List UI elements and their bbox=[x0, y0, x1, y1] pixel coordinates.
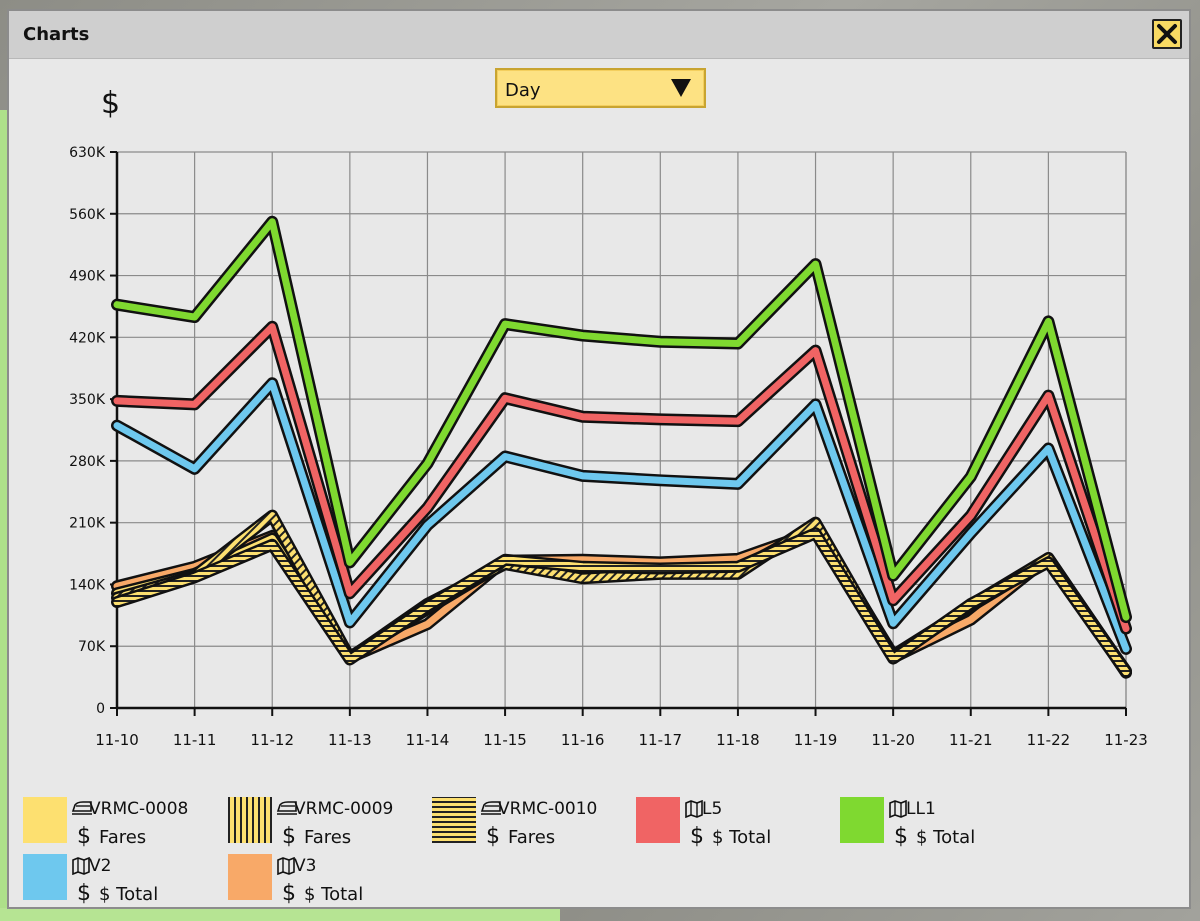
x-tick-label: 11-18 bbox=[716, 731, 760, 749]
legend-series-name: LL1 bbox=[906, 799, 936, 819]
dollar-icon: $ bbox=[486, 824, 500, 849]
train-icon bbox=[480, 801, 501, 815]
map-icon bbox=[685, 799, 703, 819]
x-tick-label: 11-20 bbox=[871, 731, 915, 749]
legend-swatch bbox=[432, 797, 476, 843]
legend-series-name: VRMC-0009 bbox=[294, 799, 394, 819]
legend-swatch bbox=[636, 797, 680, 843]
close-icon bbox=[1157, 24, 1177, 44]
close-button[interactable] bbox=[1152, 19, 1182, 49]
legend-metric-label: Fares bbox=[304, 827, 352, 848]
map-icon bbox=[277, 856, 295, 876]
y-tick-label: 70K bbox=[78, 639, 106, 655]
x-tick-label: 11-19 bbox=[794, 731, 838, 749]
legend-metric: $ $ Total bbox=[690, 824, 771, 849]
legend-metric-label: $ Total bbox=[712, 827, 772, 848]
period-dropdown-value: Day bbox=[505, 80, 541, 101]
legend-series-name: V2 bbox=[89, 856, 112, 876]
x-tick-label: 11-10 bbox=[95, 731, 139, 749]
legend-metric-label: $ Total bbox=[304, 884, 364, 905]
legend-metric-label: Fares bbox=[508, 827, 556, 848]
series-line bbox=[111, 320, 1132, 635]
map-icon bbox=[72, 856, 90, 876]
legend-item[interactable]: VRMC-0009 $ Fares bbox=[228, 797, 428, 853]
legend-metric: $ $ Total bbox=[77, 881, 158, 906]
legend-swatch bbox=[228, 797, 272, 843]
series-line bbox=[111, 377, 1132, 655]
y-tick-label: 630K bbox=[69, 145, 106, 161]
legend-metric-label: $ Total bbox=[99, 884, 159, 905]
legend-item[interactable]: LL1 $ $ Total bbox=[840, 797, 1040, 853]
legend-swatch bbox=[228, 854, 272, 900]
x-tick-label: 11-22 bbox=[1027, 731, 1071, 749]
map-icon bbox=[276, 856, 296, 879]
legend-series-name: V3 bbox=[294, 856, 317, 876]
y-tick-label: 490K bbox=[69, 269, 106, 285]
legend-series-name: L5 bbox=[702, 799, 723, 819]
legend-metric: $ $ Total bbox=[894, 824, 975, 849]
series-line bbox=[111, 527, 1132, 678]
y-tick-label: 140K bbox=[69, 577, 106, 593]
series-line bbox=[111, 215, 1132, 624]
train-icon bbox=[276, 801, 297, 815]
y-tick-label: 0 bbox=[96, 701, 105, 717]
map-icon bbox=[684, 799, 704, 822]
x-tick-label: 11-11 bbox=[173, 731, 217, 749]
y-axis-unit: $ bbox=[101, 86, 121, 121]
y-tick-label: 280K bbox=[69, 454, 106, 470]
train-icon bbox=[71, 801, 92, 815]
legend-item[interactable]: VRMC-0010 $ Fares bbox=[432, 797, 632, 853]
legend-series-name: VRMC-0010 bbox=[498, 799, 598, 819]
legend-swatch bbox=[23, 797, 67, 843]
legend-item[interactable]: L5 $ $ Total bbox=[636, 797, 836, 853]
legend-item[interactable]: VRMC-0008 $ Fares bbox=[23, 797, 223, 853]
title-bar[interactable]: Charts bbox=[9, 11, 1189, 59]
chevron-down-icon bbox=[671, 79, 691, 97]
x-tick-label: 11-12 bbox=[250, 731, 294, 749]
background-grass bbox=[0, 908, 560, 921]
legend-metric: $ Fares bbox=[486, 824, 555, 849]
legend-swatch bbox=[23, 854, 67, 900]
train-icon bbox=[276, 800, 298, 820]
train-icon bbox=[480, 800, 502, 820]
x-tick-label: 11-15 bbox=[483, 731, 527, 749]
train-icon bbox=[71, 800, 93, 820]
legend-metric-label: Fares bbox=[99, 827, 147, 848]
dollar-icon: $ bbox=[282, 881, 296, 906]
background-grass bbox=[0, 110, 8, 910]
legend-series-name: VRMC-0008 bbox=[89, 799, 189, 819]
y-tick-label: 560K bbox=[69, 207, 106, 223]
period-dropdown[interactable]: Day bbox=[495, 68, 706, 108]
legend-item[interactable]: V2 $ $ Total bbox=[23, 854, 223, 910]
x-tick-label: 11-13 bbox=[328, 731, 372, 749]
legend-metric: $ $ Total bbox=[282, 881, 363, 906]
dollar-icon: $ bbox=[77, 824, 91, 849]
x-tick-label: 11-16 bbox=[561, 731, 605, 749]
x-tick-label: 11-23 bbox=[1104, 731, 1148, 749]
legend-item[interactable]: V3 $ $ Total bbox=[228, 854, 428, 910]
window-title: Charts bbox=[23, 24, 90, 45]
x-tick-label: 11-14 bbox=[406, 731, 450, 749]
map-icon bbox=[888, 799, 908, 822]
map-icon bbox=[889, 799, 907, 819]
dollar-icon: $ bbox=[77, 881, 91, 906]
y-tick-label: 350K bbox=[69, 392, 106, 408]
legend-metric-label: $ Total bbox=[916, 827, 976, 848]
map-icon bbox=[71, 856, 91, 879]
legend-metric: $ Fares bbox=[282, 824, 351, 849]
legend-metric: $ Fares bbox=[77, 824, 146, 849]
y-tick-label: 210K bbox=[69, 516, 106, 532]
dollar-icon: $ bbox=[282, 824, 296, 849]
x-tick-label: 11-17 bbox=[639, 731, 683, 749]
dollar-icon: $ bbox=[690, 824, 704, 849]
legend-swatch bbox=[840, 797, 884, 843]
x-tick-label: 11-21 bbox=[949, 731, 993, 749]
dollar-icon: $ bbox=[894, 824, 908, 849]
y-tick-label: 420K bbox=[69, 330, 106, 346]
